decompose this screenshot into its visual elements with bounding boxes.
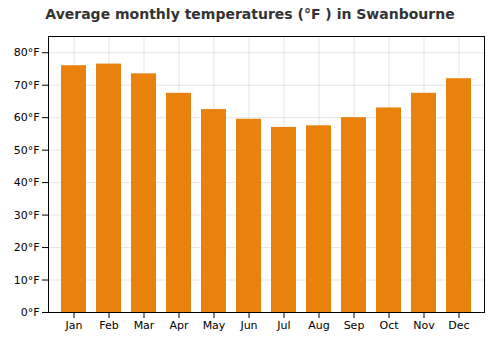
svg-text:70°F: 70°F — [14, 79, 40, 92]
svg-text:Oct: Oct — [379, 319, 399, 332]
svg-text:80°F: 80°F — [14, 46, 40, 59]
svg-text:30°F: 30°F — [14, 209, 40, 222]
svg-text:Sep: Sep — [344, 319, 365, 332]
svg-text:Feb: Feb — [99, 319, 118, 332]
svg-text:50°F: 50°F — [14, 144, 40, 157]
svg-text:Mar: Mar — [134, 319, 155, 332]
svg-text:10°F: 10°F — [14, 274, 40, 287]
svg-text:Aug: Aug — [308, 319, 329, 332]
svg-text:Jan: Jan — [65, 319, 83, 332]
svg-text:0°F: 0°F — [21, 306, 40, 319]
svg-text:Dec: Dec — [448, 319, 469, 332]
svg-text:40°F: 40°F — [14, 176, 40, 189]
svg-text:Jul: Jul — [276, 319, 290, 332]
html-text:Average monthly temperatures (: Average monthly temperatures (°F ) in Sw… — [45, 6, 455, 22]
svg-text:Jun: Jun — [239, 319, 257, 332]
svg-text:20°F: 20°F — [14, 241, 40, 254]
svg-text:60°F: 60°F — [14, 111, 40, 124]
svg-text:Nov: Nov — [413, 319, 435, 332]
svg-text:Apr: Apr — [169, 319, 189, 332]
svg-text:May: May — [203, 319, 226, 332]
